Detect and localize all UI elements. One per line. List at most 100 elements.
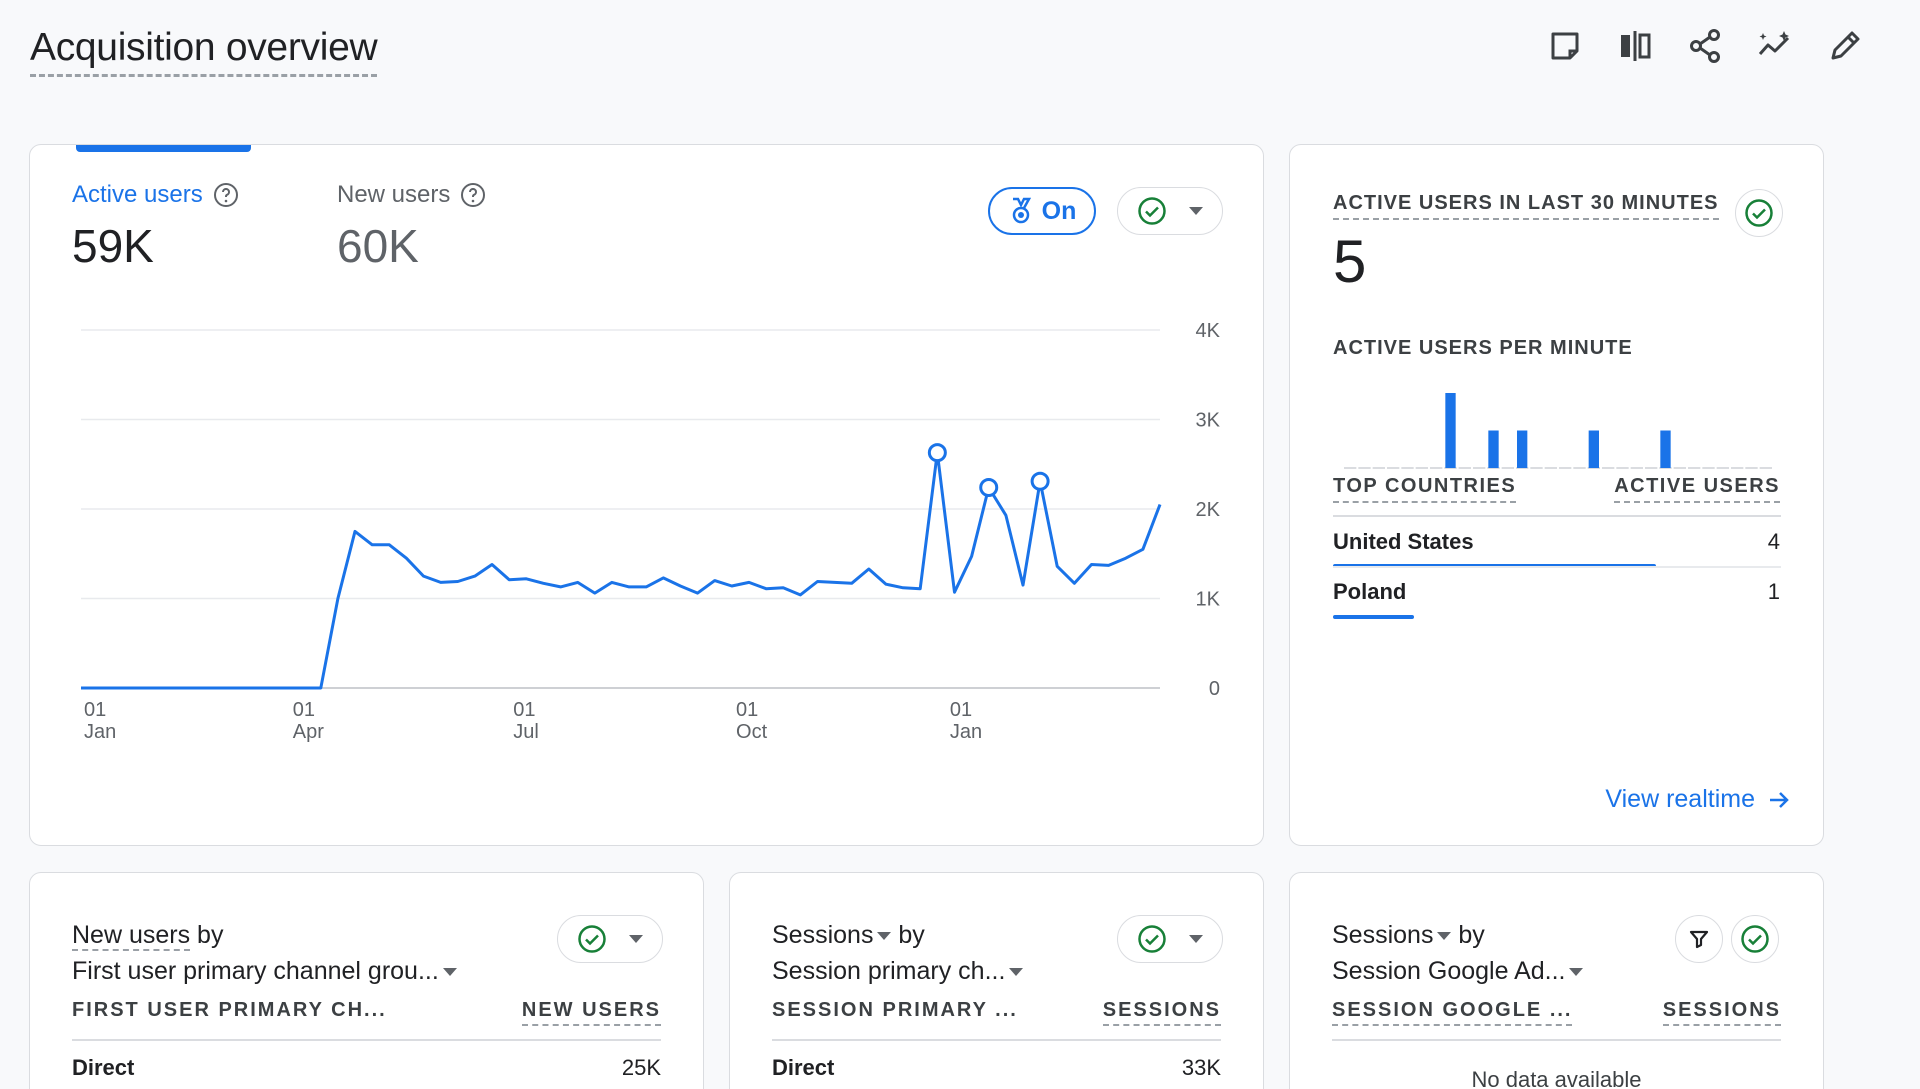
card-title: Sessions by Session Google Ad...: [1332, 917, 1584, 989]
compare-button[interactable]: [1615, 26, 1655, 66]
country-share-bar: [1333, 615, 1414, 619]
metric-selector[interactable]: Sessions: [772, 921, 892, 949]
card-title: New users by First user primary channel …: [72, 917, 457, 989]
active-tab-indicator: [76, 145, 251, 152]
country-name: Poland: [1333, 579, 1407, 604]
row-label: Direct: [72, 1055, 135, 1080]
col-top-countries: TOP COUNTRIES: [1333, 475, 1517, 503]
users-line-chart: 4K 3K 2K 1K 0 01 Jan 01 Apr 01 Jul 01 Oct 01 Jan: [81, 320, 1221, 743]
users-trend-card: Active users 59K New users 60K On 4K 3K 2K…: [29, 144, 1264, 846]
check-circle-icon: [1138, 197, 1166, 225]
data-quality-dropdown[interactable]: [1117, 187, 1223, 235]
metric-selector[interactable]: New users: [72, 921, 191, 951]
metric-selector[interactable]: Sessions: [1332, 921, 1452, 949]
active-users-tab[interactable]: Active users 59K: [72, 181, 239, 273]
card-title: Sessions by Session primary ch...: [772, 917, 1024, 989]
active-users-label: Active users: [72, 181, 203, 208]
view-realtime-link[interactable]: View realtime: [1605, 785, 1791, 814]
data-point-marker: [1030, 471, 1050, 491]
x-tick-label: 01 Jul: [513, 699, 539, 743]
y-tick-label: 2K: [1196, 499, 1221, 521]
data-quality-dropdown[interactable]: [557, 915, 663, 963]
series-line: [81, 451, 1162, 690]
realtime-count: 5: [1333, 228, 1367, 295]
help-icon[interactable]: [460, 182, 486, 208]
share-icon: [1690, 29, 1720, 63]
sessions-by-channel-card: Sessions by Session primary ch... SESSIO…: [729, 872, 1264, 1089]
col-dimension: SESSION PRIMARY ...: [772, 999, 1018, 1021]
data-point-marker: [979, 478, 999, 498]
insights-button[interactable]: [1755, 26, 1795, 66]
row-value: 33K: [1181, 1055, 1221, 1080]
help-icon[interactable]: [213, 182, 239, 208]
new-users-label: New users: [337, 181, 451, 208]
x-tick-label: 01 Jan: [950, 699, 982, 743]
new-users-value: 60K: [337, 220, 419, 272]
caret-down-icon: [442, 968, 457, 977]
dimension-selector[interactable]: Session Google Ad...: [1332, 957, 1584, 985]
no-data-message: No data available: [1471, 1067, 1642, 1089]
col-dimension: SESSION GOOGLE ...: [1332, 999, 1573, 1026]
minute-bar: [1660, 430, 1671, 468]
check-circle-icon: [578, 925, 606, 953]
insights-icon: [1758, 31, 1790, 55]
on-label: On: [1041, 196, 1077, 225]
col-active-users: ACTIVE USERS: [1614, 475, 1780, 503]
new-users-tab[interactable]: New users 60K: [337, 181, 486, 273]
minute-bar: [1445, 393, 1456, 468]
per-minute-bar-chart: [1344, 393, 1772, 469]
active-users-value: 59K: [72, 220, 154, 272]
check-circle-icon: [1745, 199, 1773, 227]
edit-button[interactable]: [1825, 26, 1865, 66]
share-button[interactable]: [1685, 26, 1725, 66]
data-quality-button[interactable]: [1731, 915, 1779, 963]
check-circle-icon: [1741, 925, 1769, 953]
y-tick-label: 3K: [1196, 410, 1221, 432]
divider: [1332, 1039, 1781, 1041]
header-toolbar: [1545, 26, 1865, 66]
row-value: 25K: [621, 1055, 661, 1080]
insights-on-toggle[interactable]: On: [988, 187, 1096, 235]
x-tick-label: 01 Jan: [84, 699, 116, 743]
y-tick-label: 4K: [1196, 320, 1221, 342]
minute-bar: [1488, 430, 1499, 468]
minute-bar: [1588, 430, 1599, 468]
caret-down-icon: [1437, 932, 1452, 941]
caret-down-icon: [1189, 935, 1203, 943]
compare-icon: [1621, 31, 1651, 61]
realtime-status-button[interactable]: [1735, 189, 1783, 237]
caret-down-icon: [629, 935, 643, 943]
check-circle-icon: [1138, 925, 1166, 953]
realtime-card: ACTIVE USERS IN LAST 30 MINUTES 5 ACTIVE…: [1289, 144, 1824, 846]
col-metric: SESSIONS: [1662, 999, 1781, 1026]
caret-down-icon: [1009, 968, 1024, 977]
caret-down-icon: [877, 932, 892, 941]
edit-icon: [1831, 31, 1860, 60]
country-users: 4: [1767, 529, 1780, 554]
col-metric: SESSIONS: [1102, 999, 1221, 1026]
y-tick-label: 0: [1209, 678, 1220, 700]
filter-button[interactable]: [1675, 915, 1723, 963]
minute-bar: [1517, 430, 1528, 468]
medal-icon: [1012, 197, 1031, 224]
dimension-selector[interactable]: First user primary channel grou...: [72, 957, 457, 985]
divider: [772, 1039, 1221, 1041]
caret-down-icon: [1569, 968, 1584, 977]
realtime-title: ACTIVE USERS IN LAST 30 MINUTES: [1333, 192, 1719, 220]
col-dimension: FIRST USER PRIMARY CH...: [72, 999, 387, 1021]
caret-down-icon: [1189, 207, 1203, 215]
divider: [72, 1039, 661, 1041]
view-realtime-label: View realtime: [1605, 785, 1755, 813]
divider: [1333, 515, 1781, 517]
per-minute-label: ACTIVE USERS PER MINUTE: [1333, 337, 1633, 359]
country-name: United States: [1333, 529, 1474, 554]
new-users-by-channel-card: New users by First user primary channel …: [29, 872, 704, 1089]
sessions-by-google-ads-card: Sessions by Session Google Ad... SESSION…: [1289, 872, 1824, 1089]
dimension-selector[interactable]: Session primary ch...: [772, 957, 1024, 985]
data-quality-dropdown[interactable]: [1117, 915, 1223, 963]
arrow-right-icon: [1770, 791, 1789, 808]
row-label: Direct: [772, 1055, 835, 1080]
divider: [1333, 566, 1781, 568]
country-users: 1: [1767, 579, 1780, 604]
customize-report-button[interactable]: [1545, 26, 1585, 66]
